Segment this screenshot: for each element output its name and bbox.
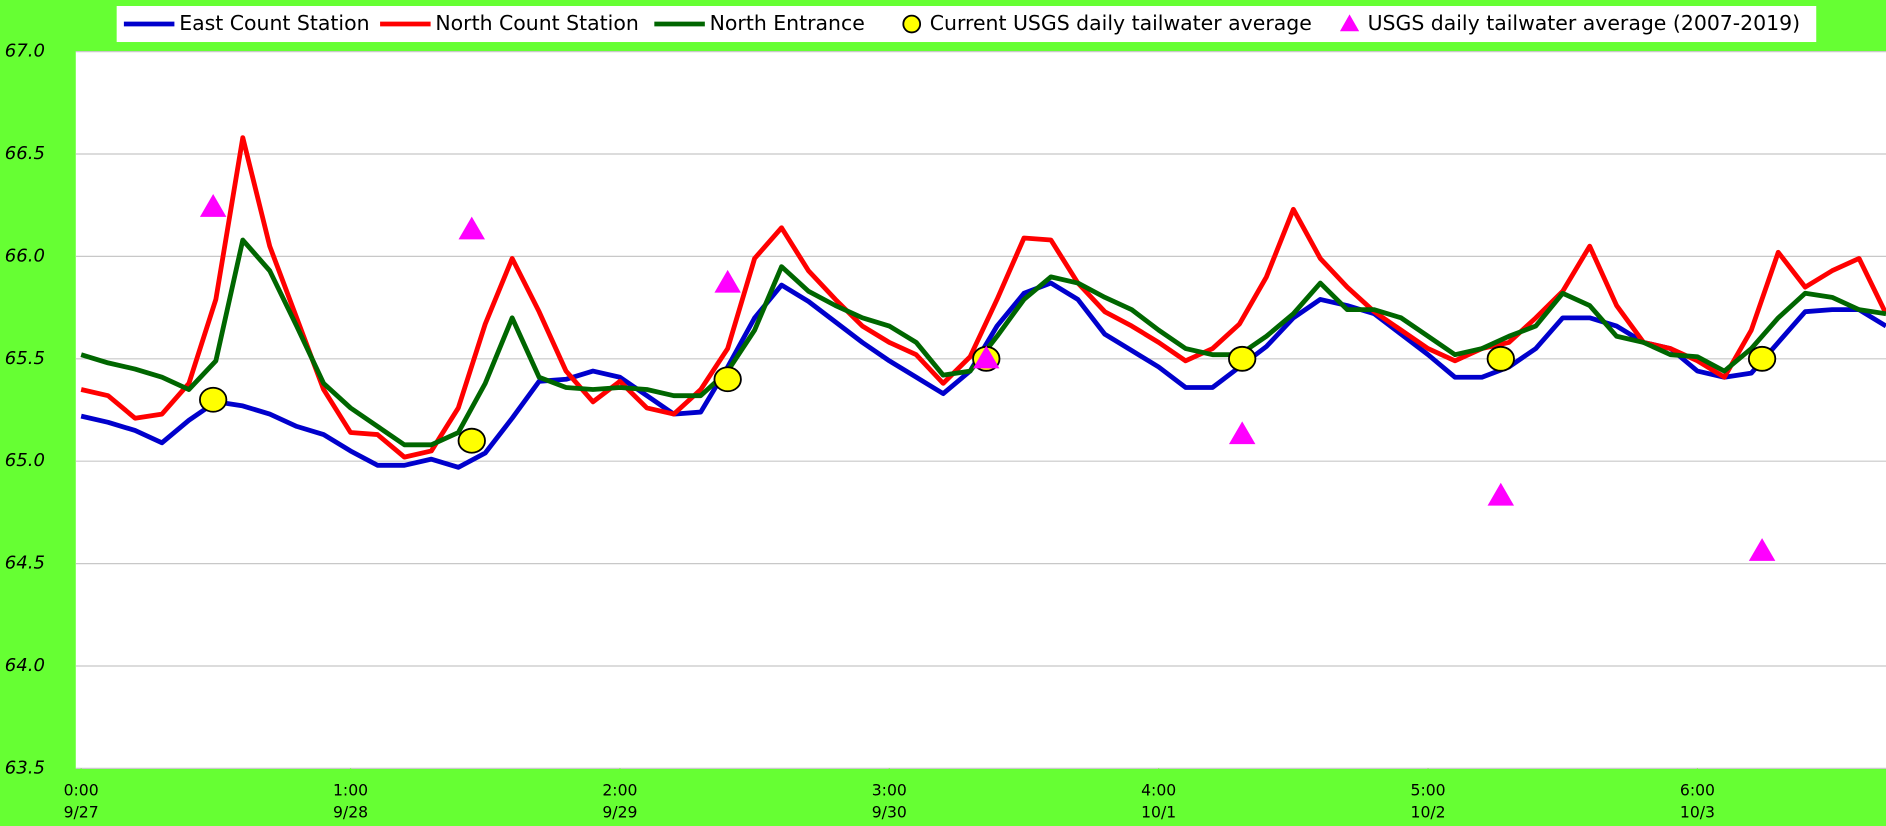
legend-label: East Count Station — [179, 11, 369, 35]
x-tick-date: 10/3 — [1680, 803, 1715, 821]
x-tick-date: 9/29 — [602, 803, 637, 821]
triangle-marker — [1748, 538, 1776, 561]
y-tick-label: 64.0 — [5, 655, 45, 676]
circle-marker — [1747, 345, 1777, 372]
y-tick-label: 65.0 — [5, 450, 45, 471]
legend-marker — [1339, 14, 1360, 32]
y-tick-label: 65.5 — [5, 348, 45, 369]
y-tick-label: 63.5 — [5, 757, 45, 778]
x-tick-label: 6:00 — [1680, 782, 1715, 800]
circle-marker — [457, 427, 486, 454]
circle-marker — [1486, 345, 1515, 372]
legend-label: USGS daily tailwater average (2007-2019) — [1368, 11, 1801, 35]
x-tick-label: 5:00 — [1411, 782, 1446, 800]
x-tick-date: 9/27 — [64, 803, 99, 821]
triangle-marker — [1487, 482, 1515, 506]
triangle-marker — [199, 194, 227, 217]
x-tick-label: 4:00 — [1141, 782, 1176, 800]
legend-label: North Entrance — [710, 11, 865, 35]
triangle-marker — [458, 216, 485, 240]
x-tick-date: 9/30 — [872, 803, 907, 821]
circle-marker — [199, 386, 228, 413]
plot-area — [75, 51, 1886, 769]
legend-marker — [902, 14, 922, 34]
series-line — [80, 135, 1886, 460]
y-tick-label: 66.0 — [5, 245, 45, 266]
x-tick-label: 2:00 — [602, 782, 637, 800]
circle-marker — [1228, 345, 1257, 372]
triangle-marker — [973, 345, 1000, 369]
y-tick-label: 67.0 — [5, 41, 45, 62]
x-tick-date: 10/2 — [1411, 803, 1446, 821]
y-tick-label: 64.5 — [5, 553, 45, 574]
triangle-marker — [1228, 421, 1256, 445]
x-tick-label: 3:00 — [872, 782, 907, 800]
x-tick-date: 9/28 — [333, 803, 368, 821]
legend-label: Current USGS daily tailwater average — [930, 11, 1312, 35]
triangle-marker — [714, 269, 741, 293]
circle-marker — [713, 366, 742, 393]
legend-label: North Count Station — [435, 11, 638, 35]
x-tick-date: 10/1 — [1141, 803, 1176, 821]
y-tick-label: 66.5 — [5, 143, 45, 164]
x-tick-label: 1:00 — [333, 782, 368, 800]
x-tick-label: 0:00 — [64, 782, 99, 800]
